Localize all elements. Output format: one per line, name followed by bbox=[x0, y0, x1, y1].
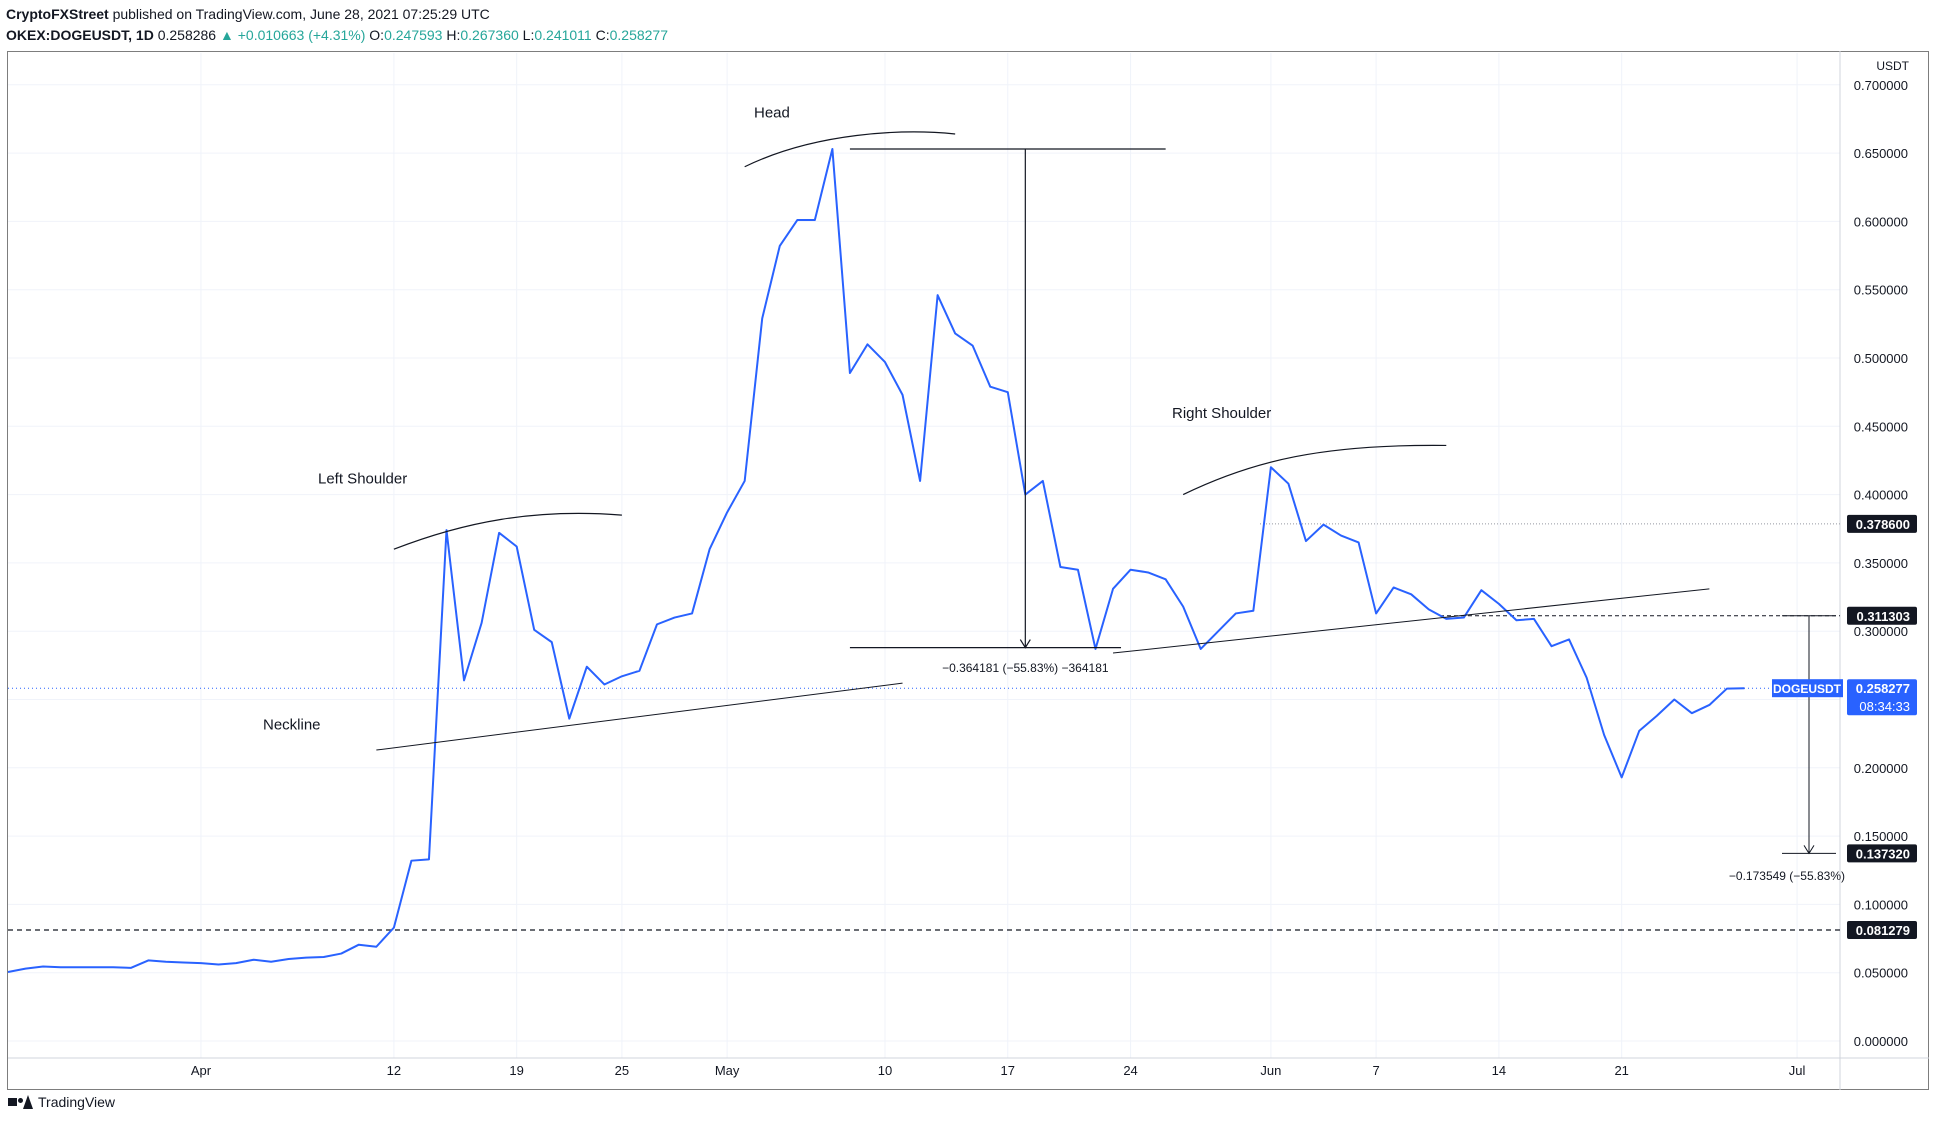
y-tick-label: 0.350000 bbox=[1854, 556, 1908, 571]
low-value: 0.241011 bbox=[534, 27, 592, 43]
y-tick-label: 0.200000 bbox=[1854, 761, 1908, 776]
y-tick-label: 0.650000 bbox=[1854, 146, 1908, 161]
open-label: O: bbox=[369, 27, 385, 43]
price-badge-level_0137320-bg[interactable] bbox=[1847, 844, 1917, 863]
last-price-text: 0.258286 bbox=[157, 27, 217, 43]
y-tick-label: 0.000000 bbox=[1854, 1034, 1908, 1049]
x-tick-label: 19 bbox=[509, 1063, 523, 1078]
close-value: 0.258277 bbox=[609, 27, 669, 43]
publisher-name[interactable]: CryptoFXStreet bbox=[6, 6, 109, 22]
chart-pane[interactable] bbox=[7, 51, 1929, 1090]
head-arc bbox=[744, 131, 956, 168]
target-measure-label: −0.173549 (−55.83%) bbox=[1729, 869, 1845, 883]
high-value: 0.267360 bbox=[460, 27, 519, 43]
publish-line: CryptoFXStreet published on TradingView.… bbox=[6, 4, 668, 25]
close-label: C: bbox=[595, 27, 610, 43]
price-badge-level_0081279[interactable]: 0.081279 bbox=[1856, 923, 1910, 938]
ohlc-line: OKEX:DOGEUSDT, 1D 0.258286 ▲ +0.010663 (… bbox=[6, 25, 668, 46]
x-tick-label: 7 bbox=[1373, 1063, 1380, 1078]
y-tick-label: 0.100000 bbox=[1854, 897, 1908, 912]
open-value: 0.247593 bbox=[384, 27, 443, 43]
head-measure-label: −0.364181 (−55.83%) −364181 bbox=[942, 661, 1109, 675]
right-shoulder-label: Right Shoulder bbox=[1172, 405, 1271, 422]
x-tick-label: 14 bbox=[1492, 1063, 1506, 1078]
y-tick-label: 0.150000 bbox=[1854, 829, 1908, 844]
symbol-tag: DOGEUSDT bbox=[1773, 682, 1842, 696]
chart-footer: TradingView bbox=[8, 1094, 115, 1110]
price-badge-level_0137320[interactable]: 0.137320 bbox=[1856, 846, 1910, 861]
y-tick-label: 0.550000 bbox=[1854, 283, 1908, 298]
tradingview-logo-icon bbox=[8, 1095, 33, 1109]
left-shoulder-arc bbox=[393, 512, 622, 550]
y-tick-label: 0.300000 bbox=[1854, 624, 1908, 639]
bar-countdown: 08:34:33 bbox=[1859, 699, 1910, 714]
x-tick-label: 10 bbox=[878, 1063, 892, 1078]
x-tick-label: Apr bbox=[191, 1063, 212, 1078]
price-badge-level_0311303-bg[interactable] bbox=[1847, 606, 1917, 625]
price-badge-level_0378600-bg[interactable] bbox=[1847, 514, 1917, 533]
symbol-interval[interactable]: OKEX:DOGEUSDT, 1D bbox=[6, 27, 154, 43]
price-badge-level_0311303[interactable]: 0.311303 bbox=[1856, 609, 1910, 624]
x-tick-label: 25 bbox=[615, 1063, 629, 1078]
y-tick-label: 0.050000 bbox=[1854, 966, 1908, 981]
x-tick-label: May bbox=[715, 1063, 740, 1078]
price-badge-level_0378600[interactable]: 0.378600 bbox=[1856, 517, 1910, 532]
left-shoulder-label: Left Shoulder bbox=[318, 471, 407, 488]
neckline-left bbox=[376, 682, 903, 751]
x-tick-label: 12 bbox=[387, 1063, 401, 1078]
last-price-badge[interactable]: 0.258277 bbox=[1856, 681, 1910, 696]
y-tick-label: 0.500000 bbox=[1854, 351, 1908, 366]
low-label: L: bbox=[522, 27, 535, 43]
symbol-tag-bg bbox=[1772, 679, 1843, 698]
footer-brand[interactable]: TradingView bbox=[38, 1094, 116, 1110]
neckline-right bbox=[1112, 588, 1710, 654]
change-text: ▲ +0.010663 (+4.31%) bbox=[220, 27, 366, 43]
x-tick-label: 24 bbox=[1123, 1063, 1137, 1078]
y-tick-label: 0.600000 bbox=[1854, 214, 1908, 229]
right-shoulder-arc bbox=[1182, 444, 1447, 496]
price-series-line[interactable] bbox=[7, 148, 1745, 973]
y-unit-label: USDT bbox=[1876, 59, 1909, 73]
price-badge-level_0081279-bg[interactable] bbox=[1847, 920, 1917, 939]
head-label: Head bbox=[754, 105, 790, 122]
x-tick-label: Jul bbox=[1789, 1063, 1806, 1078]
publish-info: published on TradingView.com, June 28, 2… bbox=[112, 6, 490, 22]
high-label: H: bbox=[446, 27, 461, 43]
target-measure-arrow-icon bbox=[1803, 845, 1815, 855]
y-tick-label: 0.450000 bbox=[1854, 419, 1908, 434]
x-tick-label: 17 bbox=[1001, 1063, 1015, 1078]
last-price-badge-bg[interactable] bbox=[1847, 679, 1917, 716]
head-measure-arrow-icon bbox=[1019, 639, 1031, 649]
neckline-label: Neckline bbox=[263, 717, 321, 734]
x-tick-label: 21 bbox=[1614, 1063, 1628, 1078]
chart-header: CryptoFXStreet published on TradingView.… bbox=[6, 4, 668, 46]
y-tick-label: 0.400000 bbox=[1854, 488, 1908, 503]
x-tick-label: Jun bbox=[1260, 1063, 1281, 1078]
y-tick-label: 0.700000 bbox=[1854, 78, 1908, 93]
